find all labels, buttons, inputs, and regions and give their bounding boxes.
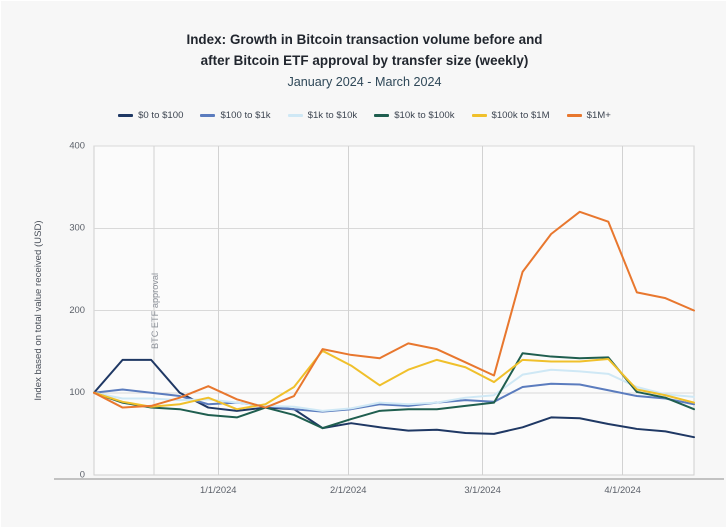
legend-item[interactable]: $1k to $10k [287,110,358,121]
chart-legend: $0 to $100 $100 to $1k $1k to $10k $10k to … [1,110,727,121]
legend-item[interactable]: $10k to $100k [374,110,455,121]
x-tick-label: 3/1/2024 [464,484,501,495]
y-tick-label: 300 [69,222,85,233]
btc-etf-approval-annotation: BTC ETF approval [150,273,160,349]
legend-item-label: $0 to $100 [138,110,184,121]
chart-title-line-1: Index: Growth in Bitcoin transaction vol… [186,32,543,47]
legend-item-label: $1k to $10k [307,110,358,121]
series-line--100k-to-1m [93,349,695,411]
legend-swatch-icon [287,114,303,117]
chart-title-block: Index: Growth in Bitcoin transaction vol… [1,29,727,92]
legend-item[interactable]: $1M+ [566,110,611,121]
legend-item-label: $1M+ [586,110,611,121]
legend-swatch-icon [566,114,582,117]
chart-title-line-2: after Bitcoin ETF approval by transfer s… [200,53,529,68]
legend-swatch-icon [374,114,390,117]
series-line--10k-to-100k [93,352,695,430]
series-line--1k-to-10k [93,368,695,412]
legend-item[interactable]: $100 to $1k [200,110,271,121]
x-tick-label: 4/1/2024 [604,484,641,495]
legend-swatch-icon [200,114,216,117]
legend-swatch-icon [471,114,487,117]
legend-item[interactable]: $0 to $100 [118,110,183,121]
legend-item-label: $100k to $1M [491,110,550,121]
y-axis-title: Index based on total value received (USD… [33,220,44,400]
legend-item-label: $10k to $100k [394,110,455,121]
y-tick-label: 0 [80,468,85,479]
x-tick-label: 2/1/2024 [330,484,367,495]
legend-item[interactable]: $100k to $1M [471,110,550,121]
y-tick-label: 200 [69,304,85,315]
legend-item-label: $100 to $1k [220,110,271,121]
legend-swatch-icon [118,114,134,117]
x-tick-label: 1/1/2024 [200,484,237,495]
y-tick-label: 400 [69,139,85,150]
chart-subtitle: January 2024 - March 2024 [287,75,442,89]
y-tick-label: 100 [69,386,85,397]
series-line--1m- [93,210,695,409]
